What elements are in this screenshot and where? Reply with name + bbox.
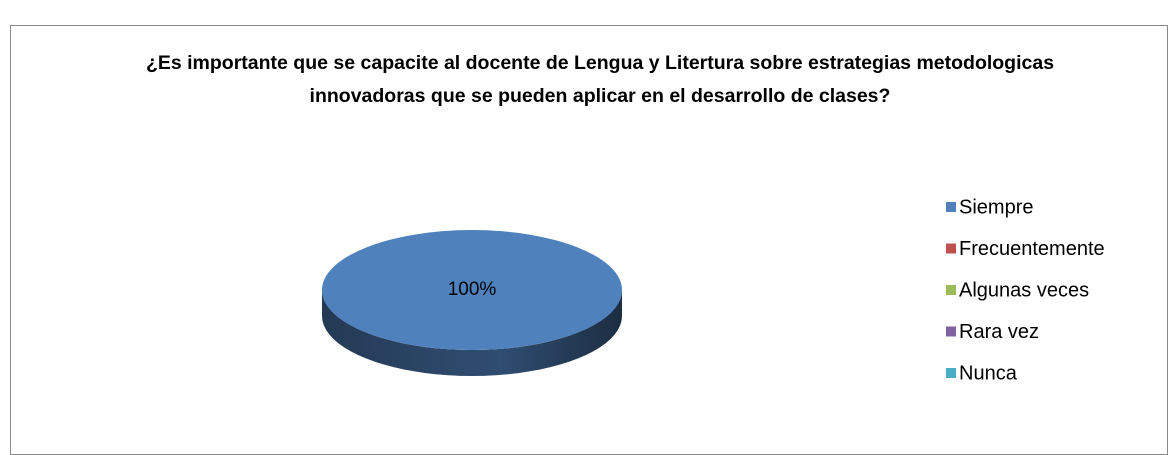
pie-side	[322, 290, 622, 376]
legend-label: Algunas veces	[959, 279, 1089, 301]
legend-swatch	[946, 326, 956, 337]
chart: 100% Siempre Frecuentemente Algunas veces Ra…	[322, 196, 1105, 384]
legend-swatch	[946, 368, 956, 378]
page: ¿Es importante que se capacite al docent…	[10, 25, 1168, 455]
chart-title: ¿Es importante que se capacite al docent…	[145, 52, 1055, 107]
data-label: 100%	[448, 279, 497, 300]
legend-label: Nunca	[959, 362, 1018, 384]
legend-label: Frecuentemente	[959, 238, 1105, 260]
legend-swatch	[946, 202, 956, 212]
legend-label: Siempre	[959, 196, 1033, 218]
legend-label: Rara vez	[959, 321, 1039, 343]
legend-swatch	[946, 243, 956, 254]
pie-slice	[322, 230, 622, 350]
legend-swatch	[946, 285, 956, 295]
